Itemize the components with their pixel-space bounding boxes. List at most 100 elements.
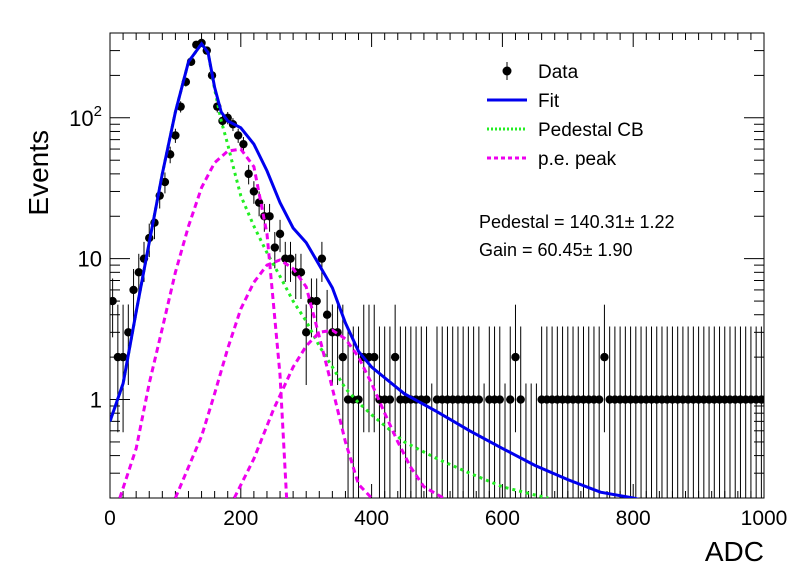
data-point (244, 164, 253, 185)
data-point (390, 304, 400, 433)
legend-item-pedestal: Pedestal CB (487, 120, 644, 141)
data-marker (233, 131, 243, 140)
fit-curves (110, 41, 640, 498)
data-point (265, 203, 274, 232)
data-point (160, 172, 170, 194)
y-tick-label: 102 (69, 103, 102, 131)
data-marker (333, 328, 342, 337)
data-point (118, 304, 128, 433)
y-axis-label: Events (23, 130, 54, 216)
data-marker (160, 177, 170, 187)
x-axis-label: ADC (705, 536, 764, 567)
legend-item-fit: Fit (487, 91, 560, 112)
legend-label: Pedestal CB (538, 120, 644, 141)
pedestal-cb-curve (110, 41, 549, 498)
data-point (322, 289, 332, 358)
data-point (296, 253, 306, 300)
data-marker (249, 187, 259, 196)
data-point (233, 128, 243, 143)
legend-item-pe: p.e. peak (487, 149, 617, 170)
data-point (110, 278, 117, 338)
data-marker (422, 395, 431, 404)
y-tick-label: 1 (90, 388, 102, 413)
data-point (338, 304, 348, 433)
data-point (333, 304, 342, 386)
data-marker (134, 268, 143, 277)
data-marker (322, 310, 332, 319)
data-marker (474, 395, 484, 404)
data-point (474, 326, 484, 498)
data-point (422, 326, 431, 498)
pe-peak-curve (174, 258, 373, 498)
x-tick-label: 0 (104, 507, 116, 530)
data-point (495, 326, 504, 498)
data-marker (265, 212, 274, 221)
data-point (129, 268, 138, 323)
data-marker (495, 395, 504, 404)
data-point (511, 304, 520, 433)
data-marker (600, 352, 609, 362)
legend-label: p.e. peak (538, 149, 617, 170)
data-marker (118, 352, 128, 362)
legend-label: Fit (538, 91, 560, 112)
data-point (275, 219, 285, 253)
fit-curve (110, 41, 640, 498)
x-tick-label: 1000 (741, 507, 788, 530)
data-marker (516, 395, 525, 404)
data-point (270, 232, 280, 269)
data-point (757, 326, 764, 498)
axis-tick-labels: 0 200 400 600 800 1000 1 10 102 (69, 103, 787, 530)
data-marker (385, 395, 395, 404)
x-tick-label: 600 (485, 507, 520, 530)
data-marker (757, 395, 764, 404)
data-marker (511, 352, 520, 362)
data-point (239, 137, 248, 153)
data-point (165, 146, 175, 164)
data-point (302, 304, 311, 386)
data-marker (110, 296, 117, 306)
data-marker (286, 254, 295, 263)
data-marker (275, 229, 285, 239)
data-marker (354, 395, 363, 404)
data-marker (370, 352, 379, 362)
data-marker (338, 352, 348, 362)
data-point (249, 181, 259, 204)
data-point (171, 128, 180, 143)
legend-label: Data (538, 62, 579, 83)
pe-peak-curve (118, 147, 289, 498)
data-point (385, 326, 395, 498)
pe-peak-curve (232, 328, 445, 498)
data-marker (296, 268, 306, 277)
data-marker (239, 139, 248, 149)
data-marker (312, 296, 321, 306)
data-point (600, 304, 609, 433)
x-tick-label: 800 (616, 507, 651, 530)
data-point (286, 241, 295, 282)
data-marker (390, 352, 400, 362)
x-tick-label: 400 (354, 507, 389, 530)
data-marker (594, 395, 604, 404)
x-tick-label: 200 (223, 507, 258, 530)
data-marker (171, 131, 180, 140)
y-tick-label: 10 (78, 247, 102, 272)
data-marker (124, 328, 133, 337)
data-point (594, 326, 604, 498)
data-marker (302, 328, 311, 337)
data-marker (506, 395, 515, 404)
data-marker (129, 285, 138, 295)
data-point (124, 304, 133, 386)
gain-annotation: Gain = 60.45± 1.90 (479, 240, 633, 260)
data-point (516, 326, 525, 498)
data-point (506, 326, 515, 498)
data-marker (270, 243, 280, 252)
pedestal-annotation: Pedestal = 140.31± 1.22 (479, 212, 675, 232)
data-point (317, 241, 327, 282)
legend-marker (502, 66, 512, 76)
legend-item-data: Data (502, 62, 579, 83)
data-marker (244, 169, 253, 179)
legend: Data Fit Pedestal CB p.e. peak (487, 62, 644, 170)
data-marker (317, 254, 327, 263)
